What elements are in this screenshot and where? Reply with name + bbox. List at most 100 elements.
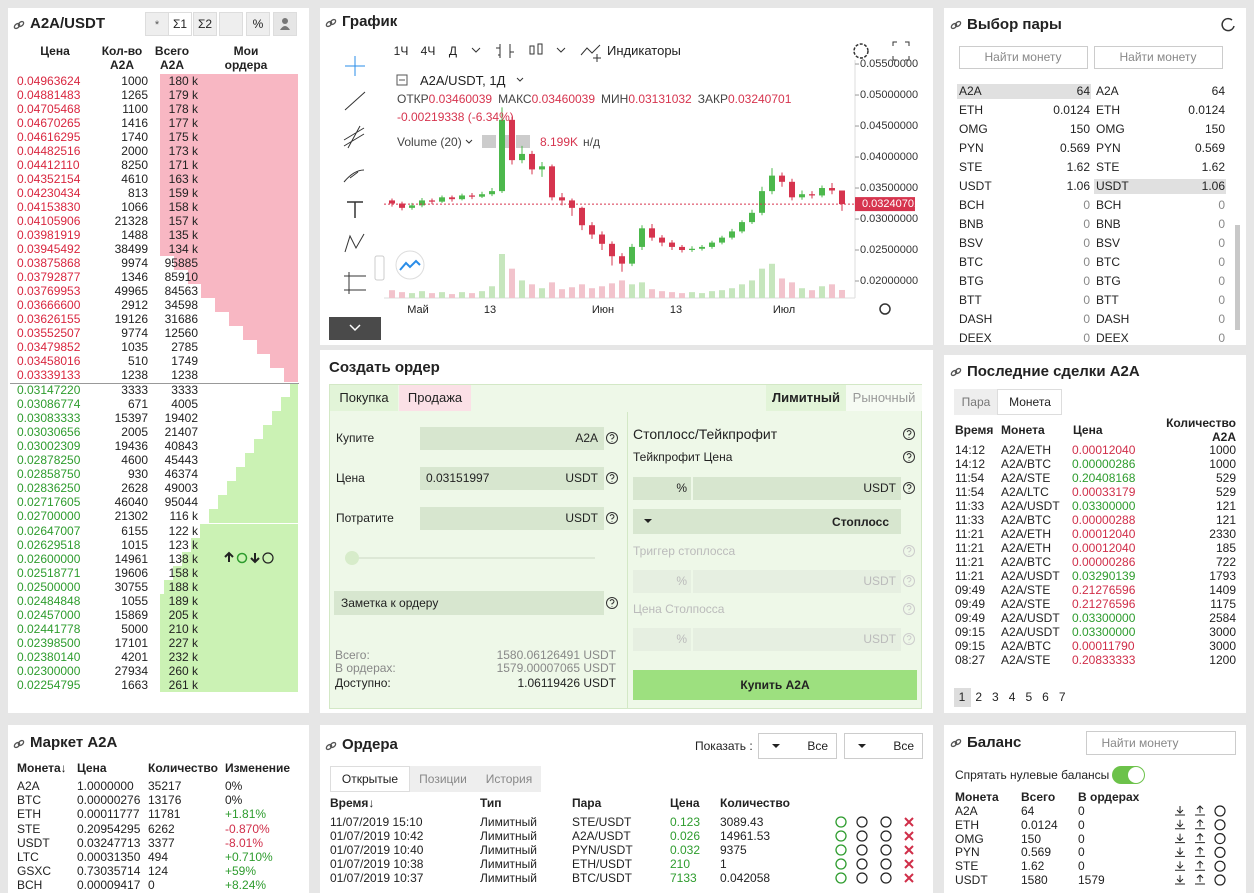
coin-name[interactable]: DASH: [959, 312, 993, 326]
coin-name[interactable]: OMG: [1096, 122, 1125, 136]
coin-name[interactable]: BTG: [959, 274, 984, 288]
coin-name[interactable]: BTT: [1096, 293, 1119, 307]
coin-name[interactable]: BTG: [1096, 274, 1121, 288]
coin-name[interactable]: USDT: [1096, 179, 1129, 193]
market-coin[interactable]: STE: [17, 821, 41, 836]
coin-name[interactable]: STE: [1096, 160, 1120, 174]
sell-tab-label[interactable]: Продажа: [407, 390, 463, 405]
note-input[interactable]: [334, 591, 604, 615]
page-link[interactable]: 7: [1058, 690, 1066, 704]
search-input[interactable]: [1086, 731, 1236, 755]
interval-button[interactable]: 1Ч: [393, 44, 409, 58]
input[interactable]: [633, 477, 691, 500]
coin-name[interactable]: ETH: [959, 103, 983, 117]
filter-value[interactable]: Все: [893, 739, 914, 753]
market-coin[interactable]: LTC: [17, 850, 39, 864]
indicators-button[interactable]: Индикаторы: [607, 43, 681, 58]
input[interactable]: [420, 427, 604, 450]
stoploss-select-label[interactable]: Стоплосс: [832, 515, 889, 529]
coin-name[interactable]: DASH: [1096, 312, 1130, 326]
tab[interactable]: [410, 766, 477, 792]
input[interactable]: [693, 477, 901, 500]
filter-select[interactable]: [758, 733, 837, 759]
coin-name[interactable]: BNB: [1096, 217, 1121, 231]
book-tab[interactable]: [246, 12, 270, 36]
coin-name[interactable]: BSV: [959, 236, 984, 250]
tab-label[interactable]: Монета: [1009, 395, 1051, 409]
tab-label[interactable]: История: [485, 772, 533, 786]
link-icon: [13, 22, 21, 30]
tab[interactable]: [330, 766, 410, 792]
coin-name[interactable]: ETH: [1096, 103, 1120, 117]
book-tab-label[interactable]: %: [252, 17, 264, 31]
book-tab[interactable]: [219, 12, 243, 36]
interval-button[interactable]: 4Ч: [420, 44, 436, 58]
book-tab-label[interactable]: Σ2: [197, 17, 213, 31]
market-tab[interactable]: [846, 385, 922, 411]
book-tab-label[interactable]: Σ1: [172, 17, 188, 31]
coin-name[interactable]: BCH: [1096, 198, 1122, 212]
bid-price: 0.03086774: [17, 397, 81, 412]
input[interactable]: [633, 628, 691, 651]
page-link[interactable]: 1: [958, 690, 966, 704]
market-tab-label[interactable]: Рыночный: [852, 390, 916, 405]
market-coin[interactable]: BTC: [17, 793, 41, 808]
limit-tab-label[interactable]: Лимитный: [771, 390, 841, 405]
submit-label[interactable]: Купить A2A: [740, 678, 810, 692]
tab[interactable]: [954, 389, 997, 415]
market-coin[interactable]: A2A: [17, 779, 40, 793]
tab[interactable]: [477, 766, 541, 792]
filter-select[interactable]: [844, 733, 923, 759]
coin-name[interactable]: PYN: [959, 141, 984, 155]
coin-name[interactable]: DEEX: [1096, 331, 1129, 345]
book-tab[interactable]: [168, 12, 192, 36]
submit-button[interactable]: [633, 670, 917, 700]
market-coin[interactable]: BCH: [17, 878, 43, 893]
input[interactable]: [693, 628, 901, 651]
tab-label[interactable]: Пара: [961, 395, 991, 409]
limit-tab[interactable]: [766, 385, 846, 411]
market-coin[interactable]: USDT: [17, 835, 50, 850]
search-input[interactable]: [959, 46, 1088, 69]
book-tab[interactable]: [193, 12, 217, 36]
filter-value[interactable]: Все: [807, 739, 828, 753]
bid-total: 158 k: [168, 565, 198, 580]
tab[interactable]: [997, 389, 1062, 415]
slider-handle[interactable]: [345, 551, 359, 565]
x-tick-label: Июл: [772, 304, 796, 316]
input[interactable]: [420, 467, 604, 490]
coin-name[interactable]: STE: [959, 160, 983, 174]
page-link[interactable]: 2: [975, 690, 983, 704]
tab-label[interactable]: Позиции: [419, 772, 467, 786]
coin-name[interactable]: BTC: [959, 255, 983, 269]
book-tab[interactable]: [145, 12, 169, 36]
market-coin[interactable]: ETH: [17, 807, 41, 822]
input[interactable]: [633, 570, 691, 593]
input[interactable]: [420, 507, 604, 530]
page-link[interactable]: 6: [1042, 690, 1049, 704]
coin-name[interactable]: BCH: [959, 198, 985, 212]
sell-tab[interactable]: [399, 385, 471, 411]
coin-name[interactable]: OMG: [959, 122, 988, 136]
coin-name[interactable]: DEEX: [959, 331, 992, 345]
buy-tab-label[interactable]: Покупка: [339, 390, 389, 405]
coin-name[interactable]: A2A: [1096, 84, 1119, 98]
input[interactable]: [693, 570, 901, 593]
coin-name[interactable]: A2A: [959, 84, 982, 98]
interval-button[interactable]: Д: [448, 44, 458, 58]
link-icon: [329, 18, 337, 26]
search-input[interactable]: [1094, 46, 1223, 69]
buy-tab[interactable]: [330, 385, 398, 411]
coin-name[interactable]: BTC: [1096, 255, 1120, 269]
page-link[interactable]: 3: [992, 690, 999, 704]
page-link[interactable]: 5: [1025, 690, 1033, 704]
tab-label[interactable]: Открытые: [341, 772, 399, 786]
market-coin[interactable]: GSXC: [17, 864, 52, 879]
coin-name[interactable]: USDT: [959, 179, 992, 193]
page-link[interactable]: 4: [1008, 690, 1016, 704]
coin-name[interactable]: BNB: [959, 217, 984, 231]
stoploss-select[interactable]: [633, 509, 901, 534]
coin-name[interactable]: BTT: [959, 293, 982, 307]
coin-name[interactable]: PYN: [1096, 141, 1121, 155]
coin-name[interactable]: BSV: [1096, 236, 1121, 250]
